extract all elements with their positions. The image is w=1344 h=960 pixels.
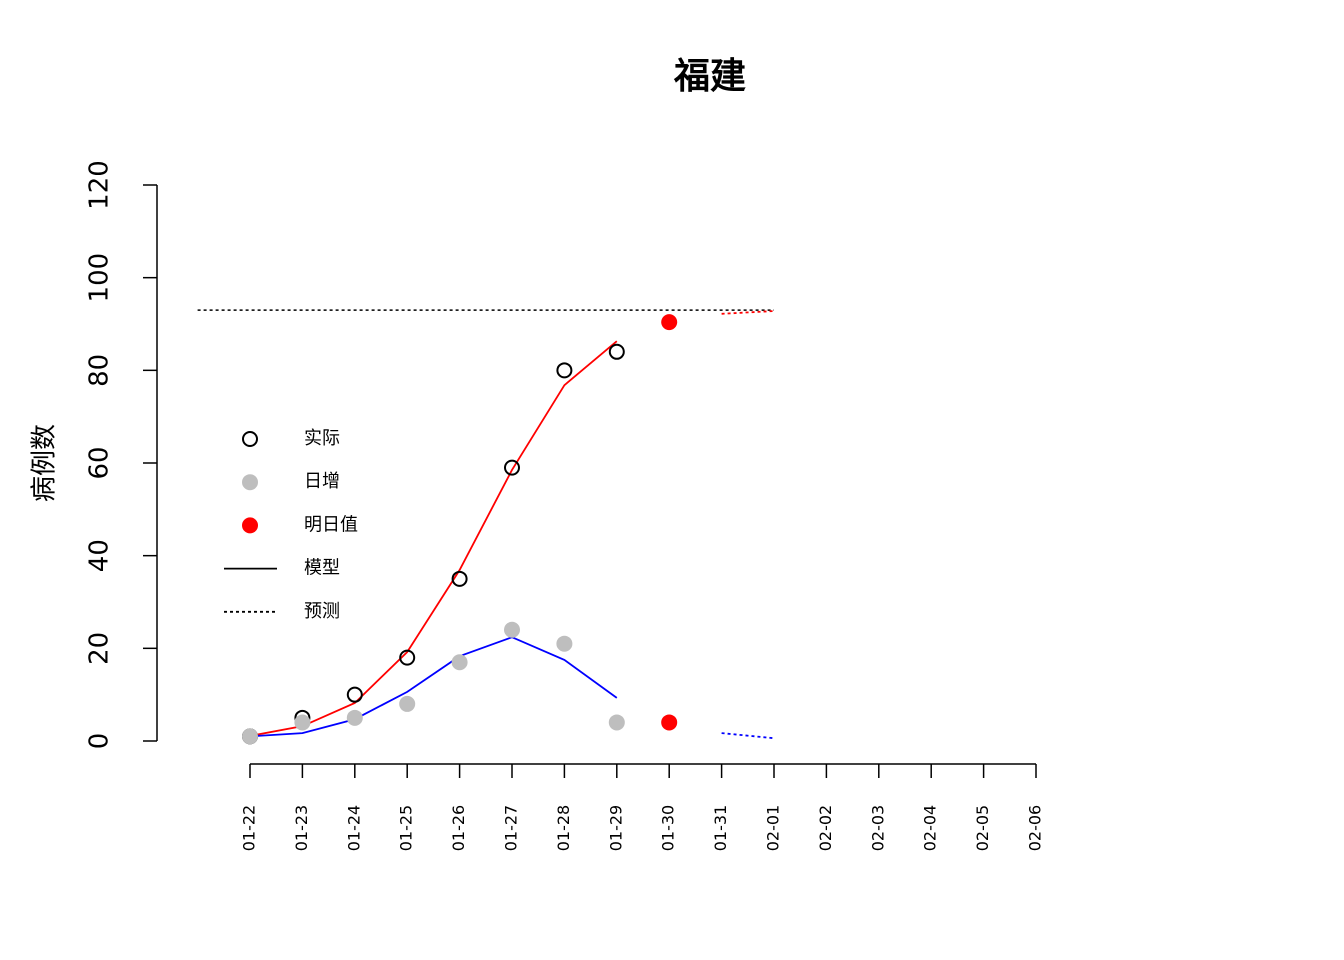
x-tick-label: 02-02: [816, 805, 835, 852]
point: [294, 714, 311, 731]
point: [661, 314, 678, 331]
point: [504, 459, 520, 476]
y-tick-label: 40: [85, 539, 115, 572]
point: [346, 686, 363, 703]
legend-symbol: [242, 517, 258, 534]
point: [556, 362, 573, 379]
point: [399, 649, 416, 666]
legend-label: 模型: [304, 558, 340, 579]
x-tick-label: 01-24: [344, 805, 363, 852]
forecast-line: [721, 310, 775, 315]
y-tick-label: 0: [85, 733, 115, 750]
point: [608, 714, 625, 731]
y-tick-label: 80: [85, 354, 115, 387]
y-tick-label: 120: [85, 160, 115, 210]
x-tick-label: 02-06: [1026, 805, 1045, 852]
point: [451, 570, 468, 587]
point: [504, 621, 520, 638]
legend-symbol: [242, 474, 258, 491]
x-tick-label: 01-30: [659, 805, 678, 852]
point: [242, 728, 258, 745]
point: [451, 654, 468, 671]
model-line: [249, 340, 618, 737]
point: [661, 714, 678, 731]
y-axis-label: 病例数: [30, 424, 60, 502]
point: [399, 695, 416, 712]
legend-label: 实际: [304, 428, 340, 449]
x-tick-label: 02-01: [764, 805, 783, 852]
forecast-line: [721, 732, 775, 740]
model-line: [249, 636, 618, 738]
point: [346, 709, 363, 726]
x-tick-label: 02-03: [868, 805, 887, 852]
x-tick-label: 01-28: [554, 805, 573, 852]
point: [608, 343, 625, 360]
legend-label: 日增: [304, 471, 340, 492]
y-tick-label: 60: [85, 446, 115, 479]
x-tick-label: 01-25: [397, 805, 416, 852]
y-tick-label: 20: [85, 632, 115, 665]
x-tick-label: 01-22: [240, 805, 259, 852]
x-tick-label: 01-26: [449, 805, 468, 852]
point: [556, 635, 573, 652]
x-tick-label: 01-23: [292, 805, 311, 852]
x-tick-label: 02-04: [921, 805, 940, 852]
y-tick-label: 100: [85, 253, 115, 303]
chart-title: 福建: [673, 56, 746, 97]
x-tick-label: 01-27: [502, 805, 521, 852]
x-tick-label: 01-31: [711, 805, 730, 852]
x-tick-label: 01-29: [606, 805, 625, 852]
legend-label: 预测: [304, 601, 340, 622]
legend-label: 明日值: [304, 514, 358, 535]
x-tick-label: 02-05: [973, 805, 992, 852]
legend-symbol: [242, 431, 258, 447]
